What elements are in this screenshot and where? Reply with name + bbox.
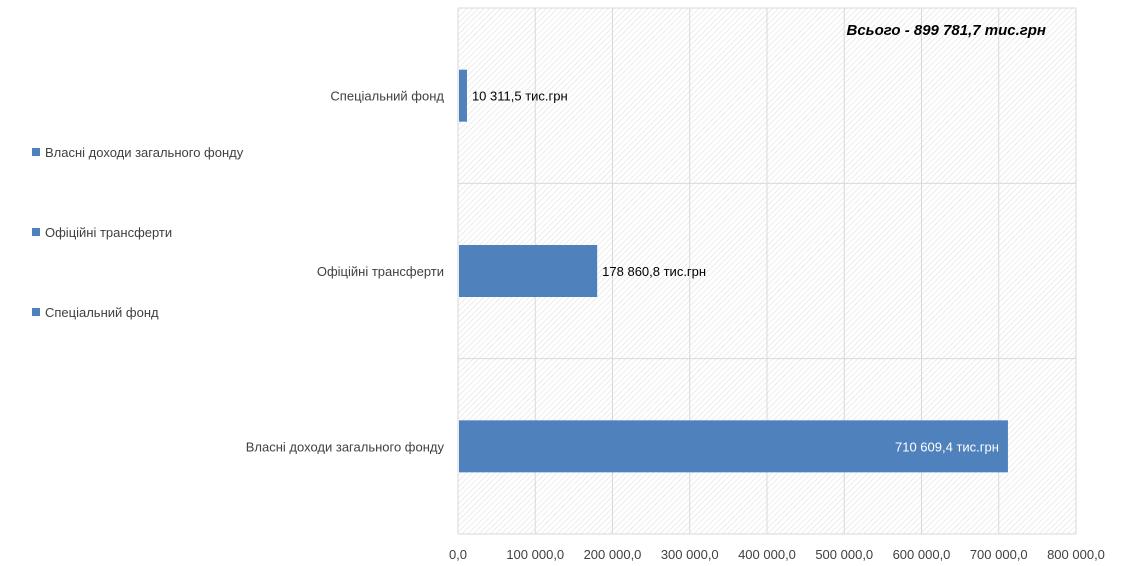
category-label: Офіційні трансферти xyxy=(317,264,444,279)
legend-item: Спеціальний фонд xyxy=(32,302,243,322)
data-label: 710 609,4 тис.грн xyxy=(895,439,999,454)
legend-label: Офіційні трансферти xyxy=(45,224,173,240)
x-tick-label: 100 000,0 xyxy=(506,547,564,562)
legend-label: Спеціальний фонд xyxy=(45,304,159,320)
category-label: Власні доходи загального фонду xyxy=(246,439,445,454)
legend: Власні доходи загального фонду Офіційні … xyxy=(32,142,243,382)
x-tick-label: 700 000,0 xyxy=(970,547,1028,562)
x-tick-label: 300 000,0 xyxy=(661,547,719,562)
total-annotation: Всього - 899 781,7 тис.грн xyxy=(846,22,1046,39)
x-tick-label: 0,0 xyxy=(449,547,467,562)
legend-swatch xyxy=(32,148,40,156)
bar xyxy=(459,245,598,297)
legend-item: Офіційні трансферти xyxy=(32,222,243,242)
bar xyxy=(459,69,467,122)
data-label: 10 311,5 тис.грн xyxy=(472,89,568,104)
x-tick-label: 800 000,0 xyxy=(1047,547,1105,562)
legend-label: Власні доходи загального фонду xyxy=(45,144,244,160)
category-label: Спеціальний фонд xyxy=(330,89,444,104)
data-label: 178 860,8 тис.грн xyxy=(602,264,706,279)
legend-swatch xyxy=(32,308,40,316)
x-tick-label: 400 000,0 xyxy=(738,547,796,562)
legend-swatch xyxy=(32,228,40,236)
x-tick-label: 500 000,0 xyxy=(815,547,873,562)
x-tick-label: 600 000,0 xyxy=(893,547,951,562)
legend-item: Власні доходи загального фонду xyxy=(32,142,243,162)
bar xyxy=(459,420,1008,473)
x-tick-label: 200 000,0 xyxy=(584,547,642,562)
